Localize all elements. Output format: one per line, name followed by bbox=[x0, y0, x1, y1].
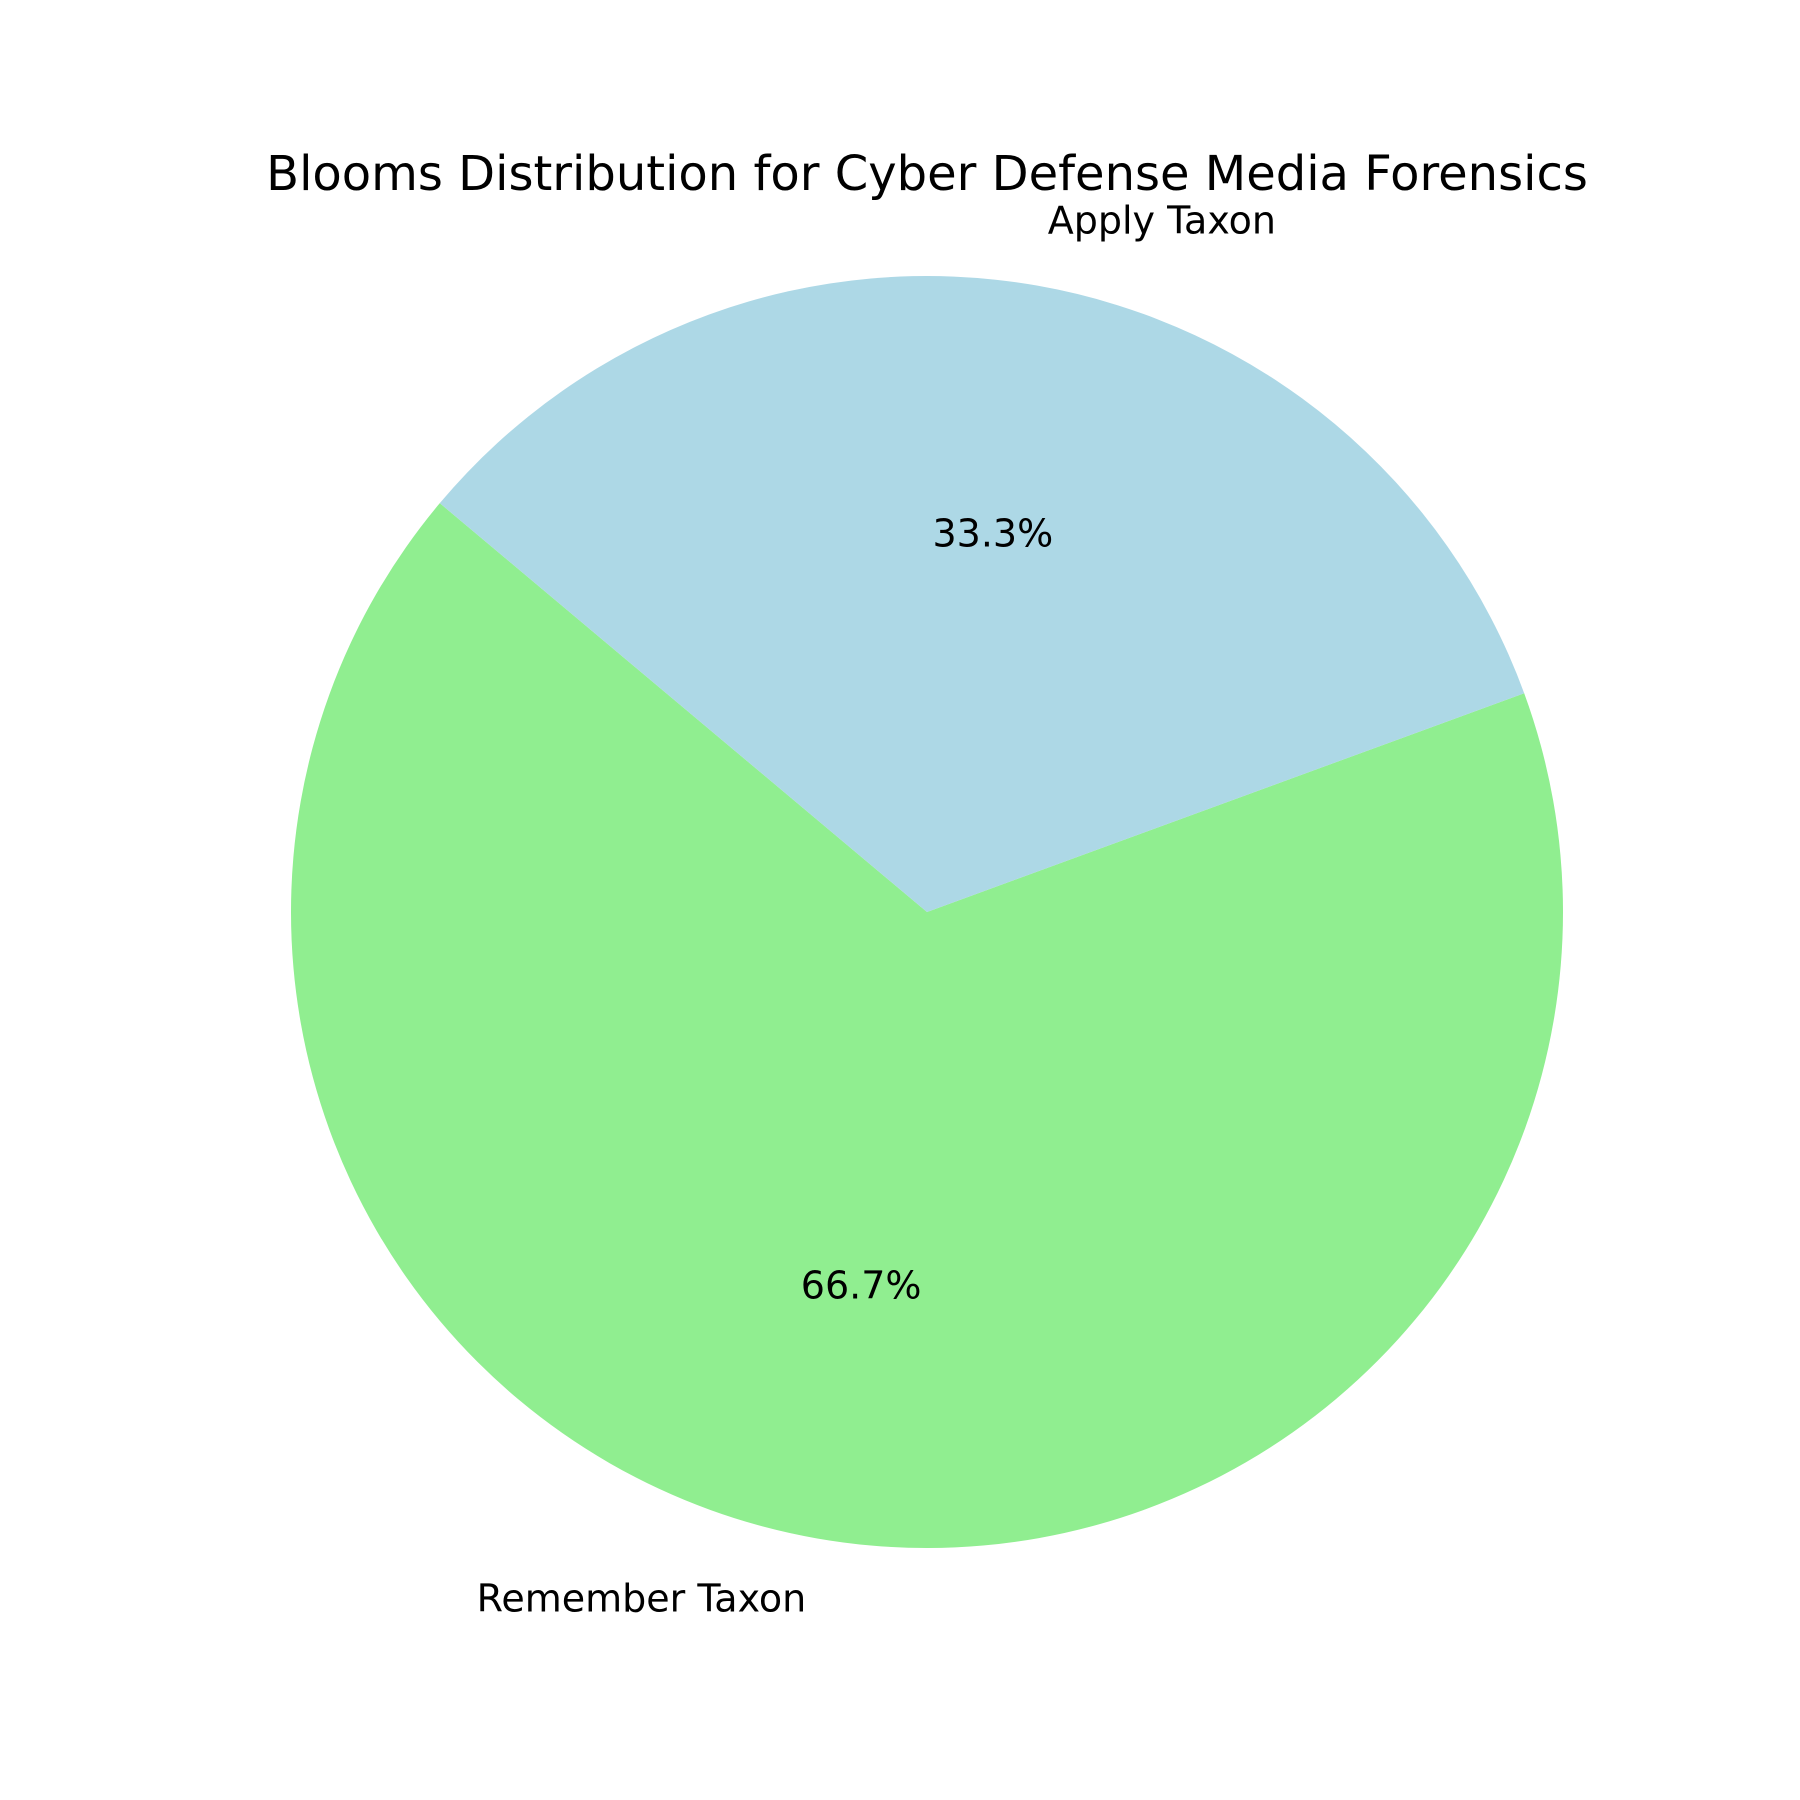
slices-group bbox=[291, 276, 1564, 1549]
chart-title: Blooms Distribution for Cyber Defense Me… bbox=[266, 146, 1588, 202]
pie-slice-apply-taxon bbox=[439, 276, 1525, 912]
labels-group: Remember Taxon 66.7% Apply Taxon 33.3% bbox=[477, 198, 1276, 1620]
slice-percent-label: 66.7% bbox=[801, 1263, 922, 1307]
pie-slice-remember-taxon bbox=[291, 503, 1564, 1549]
slice-label: Remember Taxon bbox=[477, 1577, 807, 1621]
slice-percent-label: 33.3% bbox=[933, 512, 1054, 556]
slice-label: Apply Taxon bbox=[1048, 198, 1276, 242]
